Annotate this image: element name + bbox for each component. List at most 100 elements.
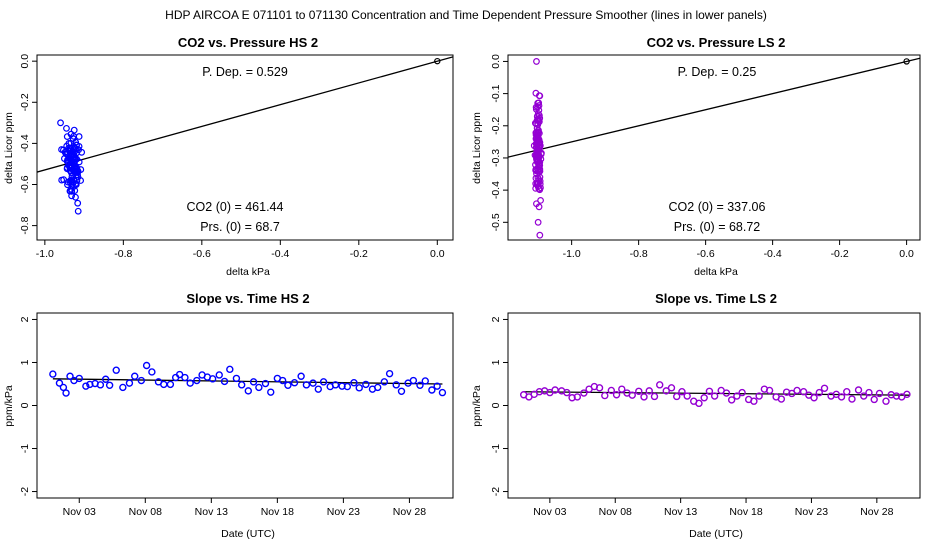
panel-title: CO2 vs. Pressure HS 2 — [178, 35, 318, 50]
data-point — [710, 392, 719, 400]
data-point — [678, 388, 686, 396]
data-point — [534, 116, 542, 124]
x-tick-label: Nov 13 — [195, 506, 228, 518]
data-point — [237, 381, 246, 389]
data-point — [788, 389, 796, 398]
data-point — [226, 365, 234, 374]
data-point — [58, 176, 66, 184]
data-point — [244, 387, 253, 395]
x-tick-label: -0.6 — [697, 248, 715, 260]
pressure-intercept-annotation: Prs. (0) = 68.7 — [200, 220, 280, 234]
data-point — [309, 379, 317, 387]
data-point — [618, 385, 626, 393]
data-point — [75, 158, 83, 166]
y-tick-label: 0 — [490, 402, 502, 408]
smoother-line — [52, 378, 443, 385]
y-axis-label: delta Licor ppm — [471, 112, 483, 184]
data-point — [537, 155, 545, 163]
data-point — [75, 374, 83, 383]
data-point — [409, 376, 418, 385]
y-tick-label: -0.4 — [19, 134, 31, 152]
data-point — [249, 378, 258, 386]
data-point — [705, 387, 714, 396]
data-point — [727, 396, 736, 404]
data-point — [535, 203, 543, 211]
data-point — [695, 399, 703, 408]
data-point — [142, 361, 151, 370]
y-tick-label: -2 — [19, 487, 31, 496]
x-tick-label: -1.0 — [36, 248, 54, 260]
data-point — [69, 135, 77, 142]
data-point — [532, 174, 540, 182]
data-point — [65, 140, 73, 147]
x-tick-label: Nov 08 — [599, 506, 632, 518]
data-point — [534, 166, 542, 173]
data-point — [160, 380, 168, 389]
data-point — [536, 167, 544, 175]
data-point — [101, 375, 110, 383]
data-point — [66, 372, 74, 380]
data-point — [662, 387, 670, 395]
co2-intercept-annotation: CO2 (0) = 461.44 — [187, 200, 284, 214]
y-tick-label: -0.2 — [490, 117, 502, 135]
data-point — [595, 384, 604, 392]
x-tick-label: Nov 08 — [129, 506, 162, 518]
data-point — [131, 372, 139, 380]
data-point — [882, 397, 890, 405]
data-point — [433, 382, 441, 390]
data-point — [319, 378, 328, 386]
plot-frame — [507, 312, 921, 499]
data-point — [683, 392, 691, 400]
y-tick-label: 0 — [19, 402, 31, 408]
data-point — [438, 388, 447, 397]
data-point — [837, 393, 846, 401]
data-point — [865, 388, 873, 397]
data-point — [63, 124, 70, 132]
data-point — [343, 382, 352, 391]
data-point — [392, 381, 400, 389]
data-point — [903, 390, 911, 399]
x-tick-label: -0.2 — [350, 248, 368, 260]
y-tick-label: -0.3 — [490, 149, 502, 167]
data-point — [799, 388, 808, 396]
data-point — [860, 392, 868, 400]
data-point — [810, 394, 818, 402]
data-point — [765, 386, 774, 395]
data-point — [397, 387, 406, 396]
pressure-intercept-annotation: Prs. (0) = 68.72 — [674, 220, 761, 234]
x-tick-label: -0.6 — [193, 248, 211, 260]
data-point — [125, 379, 134, 387]
panel-title: Slope vs. Time LS 2 — [655, 291, 777, 306]
data-point — [843, 388, 851, 396]
data-point — [563, 388, 571, 397]
data-point — [535, 118, 543, 126]
data-point — [261, 379, 270, 388]
data-layer — [37, 56, 453, 215]
x-tick-label: Nov 18 — [729, 506, 762, 518]
panel-co2-pressure-ls: CO2 vs. Pressure LS 2 delta kPa delta Li… — [471, 35, 921, 278]
data-layer — [519, 381, 911, 408]
x-tick-label: -0.2 — [831, 248, 849, 260]
data-point — [607, 386, 616, 395]
data-point — [580, 389, 588, 397]
data-point — [640, 393, 648, 401]
data-point — [59, 383, 68, 392]
data-point — [350, 378, 358, 387]
data-point — [284, 381, 292, 389]
data-point — [55, 379, 64, 387]
data-layer — [508, 57, 920, 239]
data-point — [255, 383, 263, 392]
data-point — [875, 389, 884, 398]
data-point — [750, 397, 758, 405]
data-point — [66, 144, 74, 152]
data-point — [793, 386, 801, 395]
data-point — [573, 393, 582, 401]
data-point — [68, 187, 76, 195]
x-tick-label: Nov 28 — [860, 506, 893, 518]
panel-title: CO2 vs. Pressure LS 2 — [647, 35, 786, 50]
y-tick-label: -0.8 — [19, 216, 31, 234]
data-point — [302, 381, 311, 389]
regression-line — [37, 56, 453, 173]
